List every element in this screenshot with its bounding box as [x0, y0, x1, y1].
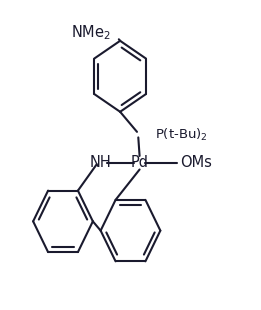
Text: Pd: Pd: [130, 155, 149, 170]
Text: P(t-Bu)$_2$: P(t-Bu)$_2$: [155, 127, 208, 143]
Text: NMe$_2$: NMe$_2$: [71, 24, 111, 42]
Text: OMs: OMs: [180, 155, 212, 170]
Text: NH: NH: [90, 155, 111, 170]
